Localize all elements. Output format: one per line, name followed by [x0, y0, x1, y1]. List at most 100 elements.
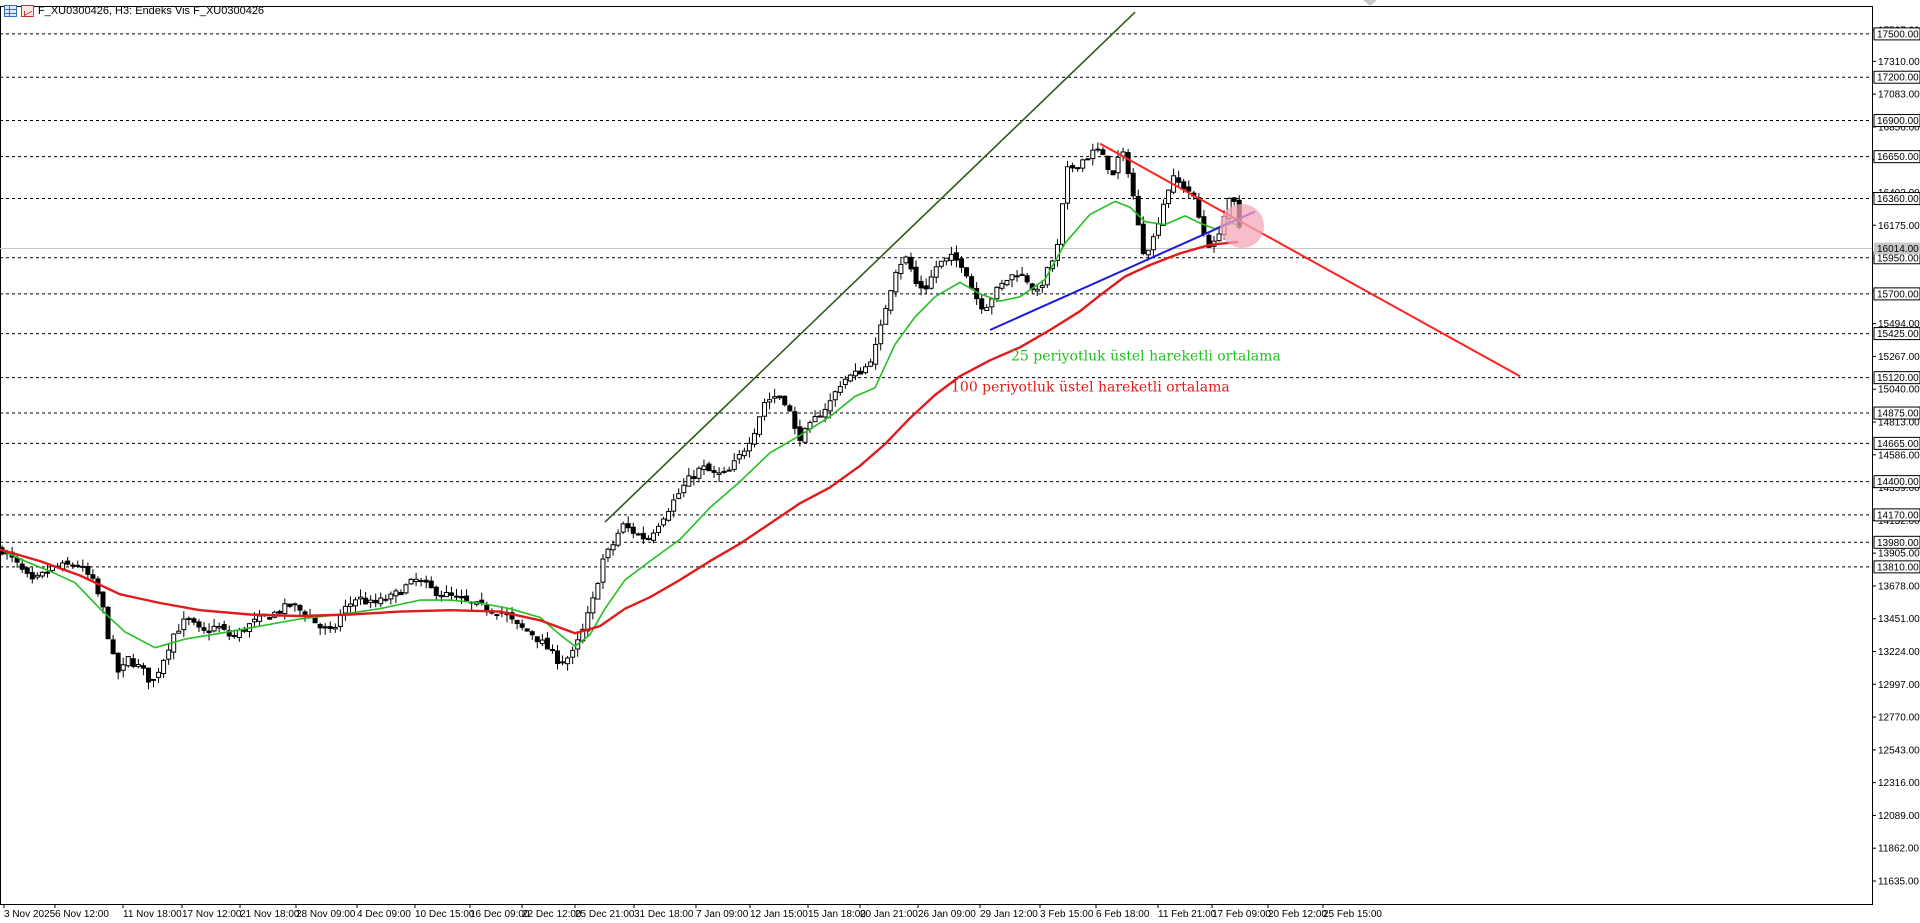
candle-body: [353, 599, 358, 607]
candle-body: [19, 563, 25, 570]
candle-body: [70, 564, 76, 567]
candle-body: [428, 580, 434, 589]
price-axis-label: 11635.00: [1878, 877, 1919, 888]
time-axis-label: 16 Dec 09:00: [470, 909, 530, 920]
level-label: 13810.00: [1877, 562, 1919, 573]
candle-body: [661, 518, 667, 526]
time-axis-label: 10 Dec 15:00: [415, 909, 475, 920]
price-axis-label: 14586.00: [1878, 450, 1920, 461]
candle-body: [317, 624, 323, 629]
candle-body: [34, 574, 40, 578]
candle-body: [999, 282, 1005, 289]
time-axis-label: 17 Feb 09:00: [1212, 909, 1271, 920]
price-axis-label: 16175.00: [1878, 221, 1920, 232]
candle-body: [984, 307, 990, 312]
candle-body: [191, 618, 197, 623]
candle-body: [1034, 288, 1040, 292]
candle-body: [252, 618, 257, 623]
candle-body: [782, 395, 788, 406]
candle-body: [549, 649, 555, 652]
candle-body: [388, 593, 394, 600]
candle-body: [529, 631, 535, 636]
grid-icon[interactable]: [4, 5, 17, 17]
candle-body: [413, 578, 419, 583]
price-axis-label: 14813.00: [1878, 417, 1920, 428]
candle-body: [878, 324, 884, 345]
time-axis-label: 4 Dec 09:00: [357, 909, 411, 920]
candle-body: [989, 298, 995, 308]
chart-icon[interactable]: [21, 5, 34, 17]
time-axis-label: 25 Dec 21:00: [575, 909, 635, 920]
descending-resistance-trendline: [1099, 142, 1521, 378]
time-axis-label: 15 Jan 18:00: [808, 909, 866, 920]
candle-body: [524, 628, 530, 632]
candle-body: [555, 650, 560, 664]
candle-body: [686, 475, 692, 487]
candle-body: [605, 548, 611, 559]
candle-body: [65, 560, 71, 565]
level-label: 15700.00: [1877, 289, 1919, 300]
ascending-support-trendline: [989, 210, 1256, 331]
price-axis-label: 13905.00: [1878, 549, 1920, 560]
candle-body: [706, 463, 712, 472]
candle-body: [746, 442, 752, 452]
candle-body: [166, 649, 172, 660]
candle-body: [363, 597, 369, 605]
candle-body: [1024, 275, 1030, 283]
candle-body: [443, 591, 449, 598]
candle-body: [676, 493, 682, 499]
time-axis-label: 26 Jan 09:00: [918, 909, 976, 920]
candle-body: [858, 370, 863, 375]
candle-body: [893, 271, 899, 293]
level-label: 14400.00: [1877, 477, 1919, 488]
time-axis-label: 25 Feb 15:00: [1323, 909, 1382, 920]
ema25-line: [0, 200, 1239, 649]
candle-body: [938, 260, 944, 267]
candle-body: [383, 598, 389, 601]
price-axis-label: 13224.00: [1878, 647, 1920, 658]
time-axis-label: 7 Jan 09:00: [696, 909, 749, 920]
candle-body: [201, 627, 207, 631]
candle-body: [888, 290, 894, 311]
level-label: 14665.00: [1877, 439, 1919, 450]
level-label-box: [1873, 436, 1920, 450]
candle-body: [1145, 249, 1151, 256]
level-label: 13980.00: [1877, 538, 1919, 549]
candle-body: [913, 266, 919, 284]
candle-body: [534, 636, 540, 643]
candle-body: [822, 408, 828, 418]
candle-body: [615, 532, 621, 546]
candle-body: [792, 411, 798, 429]
candle-body: [287, 603, 293, 607]
candle-body: [852, 370, 858, 377]
level-label: 14875.00: [1877, 409, 1919, 420]
price-axis-label: 15040.00: [1878, 385, 1920, 396]
level-label-box: [1873, 27, 1920, 41]
candle-body: [610, 544, 616, 551]
level-label-box: [1873, 560, 1920, 574]
candle-body: [620, 523, 626, 533]
candle-body: [1080, 159, 1086, 169]
current-price-box: [1874, 242, 1920, 255]
candle-body: [433, 586, 439, 596]
level-label-box: [1873, 327, 1920, 341]
level-label-box: [1873, 192, 1920, 206]
level-label-box: [1873, 508, 1920, 522]
candle-body: [438, 595, 444, 598]
plot-border: [0, 6, 1873, 905]
price-axis-label: 13451.00: [1878, 614, 1920, 625]
price-axis-label: 13678.00: [1878, 581, 1920, 592]
chart-title: F_XU0300426, H3: Endeks Vis F_XU0300426: [38, 5, 265, 17]
candle-body: [565, 657, 571, 665]
candle-body: [95, 578, 101, 595]
candle-body: [312, 617, 318, 624]
candle-body: [1009, 274, 1015, 281]
candle-body: [1206, 234, 1212, 248]
candle-body: [731, 460, 737, 470]
candle-body: [1070, 165, 1076, 169]
level-label-box: [1873, 70, 1920, 84]
time-axis-label: 31 Dec 18:00: [634, 909, 694, 920]
candle-body: [105, 606, 111, 640]
